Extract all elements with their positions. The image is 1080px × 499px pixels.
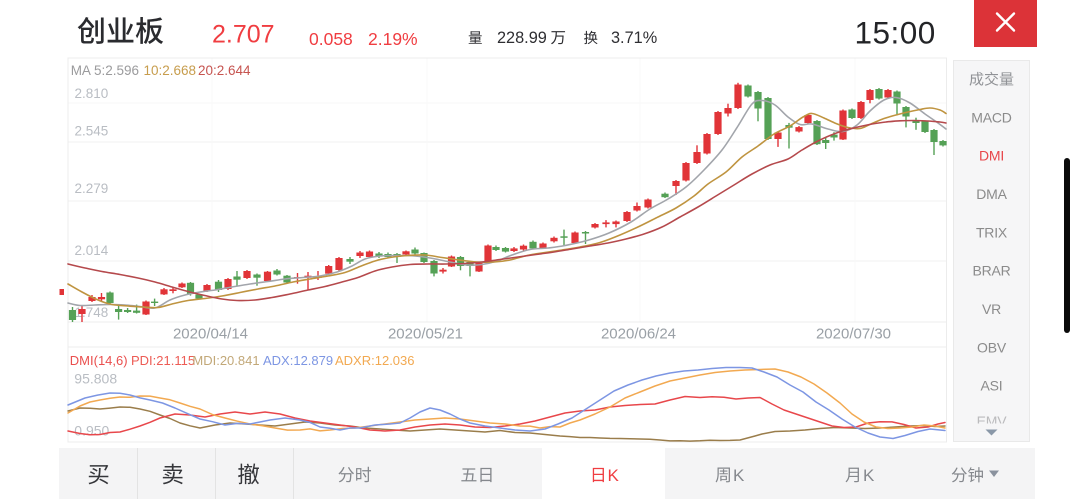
svg-text:ADXR:12.036: ADXR:12.036 xyxy=(335,353,415,368)
svg-text:TRIX: TRIX xyxy=(976,224,1008,240)
svg-text:2.279: 2.279 xyxy=(75,181,109,196)
svg-text:BRAR: BRAR xyxy=(972,263,1010,279)
svg-text:K: K xyxy=(733,466,745,485)
svg-text:20:2.644: 20:2.644 xyxy=(198,63,251,78)
svg-text:K: K xyxy=(608,466,620,485)
svg-text:2020/07/30: 2020/07/30 xyxy=(816,326,891,343)
svg-text:DMA: DMA xyxy=(976,186,1007,202)
svg-text:PDI:21.115: PDI:21.115 xyxy=(131,353,195,368)
svg-text:0.950: 0.950 xyxy=(74,423,109,439)
svg-text:0.058: 0.058 xyxy=(309,29,353,49)
svg-text:228.99: 228.99 xyxy=(497,29,547,47)
svg-text:ADX:12.879: ADX:12.879 xyxy=(263,353,333,368)
svg-text:MA 5:2.596: MA 5:2.596 xyxy=(71,63,139,78)
svg-text:15:00: 15:00 xyxy=(855,15,936,51)
svg-text:95.808: 95.808 xyxy=(74,371,117,387)
svg-text:2020/04/14: 2020/04/14 xyxy=(173,326,248,343)
svg-text:DMI: DMI xyxy=(979,148,1004,164)
svg-text:1.748: 1.748 xyxy=(75,305,109,320)
svg-text:2.19%: 2.19% xyxy=(368,29,418,49)
svg-text:2020/06/24: 2020/06/24 xyxy=(601,326,676,343)
svg-text:VR: VR xyxy=(982,301,1001,317)
svg-text:3.71%: 3.71% xyxy=(611,29,657,47)
svg-text:OBV: OBV xyxy=(977,339,1007,355)
svg-text:10:2.668: 10:2.668 xyxy=(144,63,197,78)
svg-text:2.810: 2.810 xyxy=(75,86,109,101)
svg-text:2.707: 2.707 xyxy=(212,21,275,49)
svg-text:2.014: 2.014 xyxy=(75,243,109,258)
svg-text:DMI(14,6): DMI(14,6) xyxy=(70,353,128,368)
svg-text:MDI:20.841: MDI:20.841 xyxy=(192,353,259,368)
svg-text:2020/05/21: 2020/05/21 xyxy=(388,326,463,343)
svg-text:ASI: ASI xyxy=(981,378,1003,394)
svg-text:2.545: 2.545 xyxy=(75,124,109,139)
svg-text:MACD: MACD xyxy=(971,109,1012,125)
svg-text:K: K xyxy=(863,466,875,485)
